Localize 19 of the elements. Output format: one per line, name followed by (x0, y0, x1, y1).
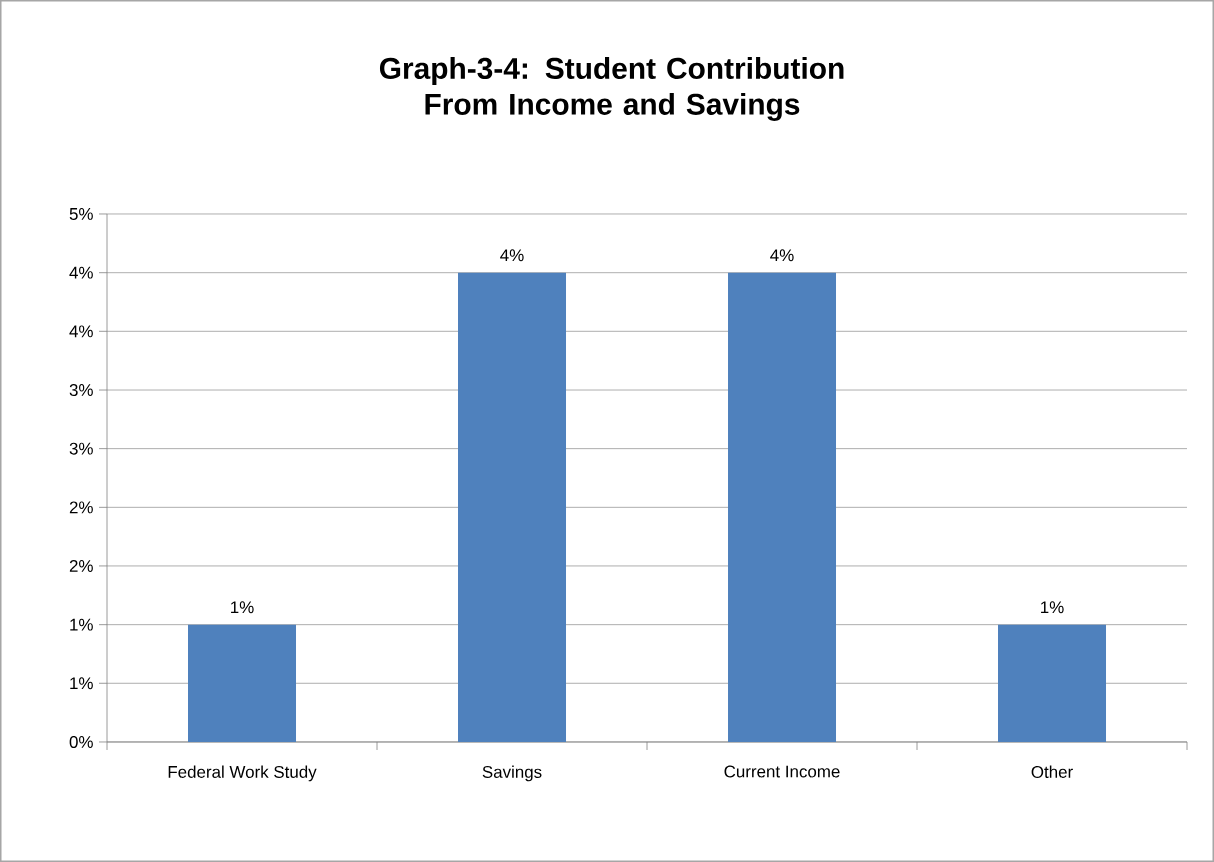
x-tick-label: Savings (482, 765, 542, 782)
y-tick-label: 3% (69, 384, 93, 397)
y-tick-label: 2% (69, 501, 93, 514)
y-tick-label: 1% (70, 618, 93, 631)
x-tick-label: Federal Work Study (168, 765, 317, 782)
chart-title: Graph-3-4: Student Contribution From Income and Savings (379, 57, 844, 121)
x-tick-label: Current Income (724, 765, 840, 778)
y-tick-label: 2% (69, 559, 93, 572)
y-tick-label: 0% (69, 735, 93, 748)
y-tick-label: 5% (69, 208, 93, 220)
data-label: 1% (1041, 601, 1064, 614)
x-tick-label: Other (1031, 765, 1073, 778)
data-label: 4% (500, 249, 524, 262)
data-label: 1% (231, 601, 254, 614)
data-label: 4% (770, 249, 794, 262)
y-tick-label: 3% (69, 442, 93, 455)
y-tick-label: 1% (70, 677, 93, 690)
y-tick-label: 4% (69, 325, 93, 338)
y-tick-label: 4% (69, 266, 93, 279)
